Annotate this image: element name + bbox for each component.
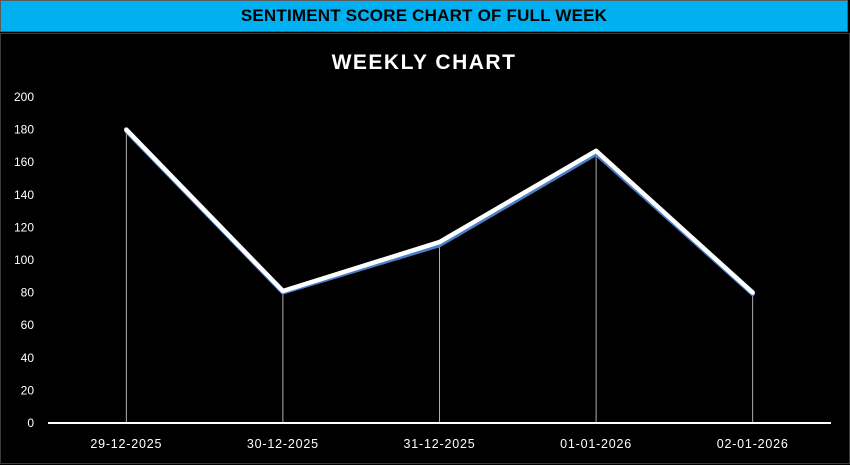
y-tick-label: 60 <box>21 318 35 332</box>
y-tick-label: 0 <box>27 416 34 430</box>
x-tick-label: 29-12-2025 <box>90 437 162 451</box>
x-tick-label: 31-12-2025 <box>404 437 476 451</box>
drop-lines <box>125 129 754 423</box>
x-tick-label: 30-12-2025 <box>247 437 319 451</box>
y-tick-label: 80 <box>21 286 35 300</box>
y-tick-label: 140 <box>14 188 34 202</box>
x-tick-label: 02-01-2026 <box>717 437 789 451</box>
y-tick-label: 40 <box>21 351 35 365</box>
x-axis-tick-labels: 29-12-2025 30-12-2025 31-12-2025 01-01-2026… <box>90 437 788 451</box>
y-tick-label: 160 <box>14 155 34 169</box>
y-tick-label: 120 <box>14 220 34 234</box>
line-chart: WEEKLY CHART 0 20 40 60 80 100 120 140 160 180 200… <box>14 51 831 451</box>
y-tick-label: 180 <box>14 123 34 137</box>
series-line <box>124 127 755 295</box>
chart-title: WEEKLY CHART <box>332 51 517 74</box>
x-tick-label: 01-01-2026 <box>560 437 632 451</box>
y-tick-label: 20 <box>21 383 35 397</box>
y-tick-label: 200 <box>14 90 34 104</box>
series-lines <box>124 127 755 297</box>
y-tick-label: 100 <box>14 253 34 267</box>
y-axis-tick-labels: 0 20 40 60 80 100 120 140 160 180 200 <box>14 90 34 430</box>
banner-title: SENTIMENT SCORE CHART OF FULL WEEK <box>240 6 608 25</box>
chart-area: WEEKLY CHART 0 20 40 60 80 100 120 140 160 180 200… <box>0 33 850 464</box>
title-banner: SENTIMENT SCORE CHART OF FULL WEEK <box>0 0 848 32</box>
